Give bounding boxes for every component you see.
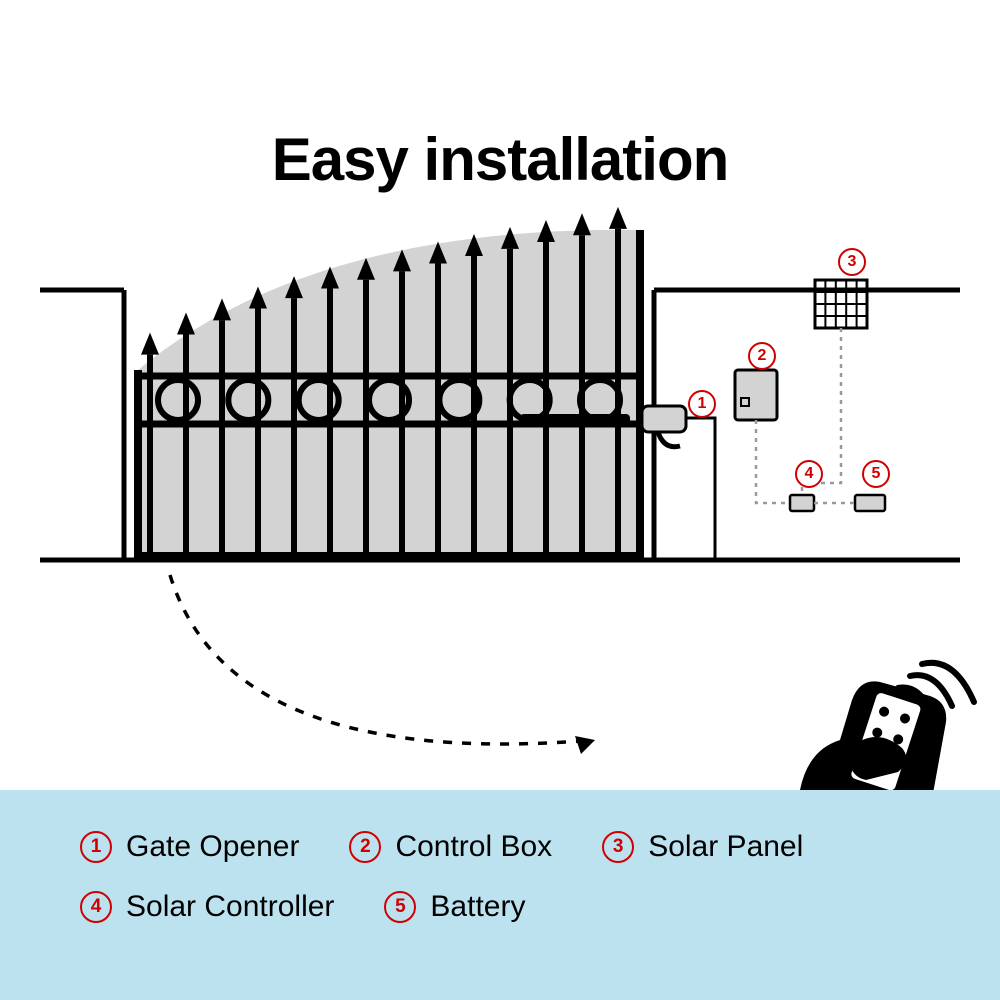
- legend-label: Solar Controller: [126, 890, 334, 924]
- legend-number-icon: 5: [384, 891, 416, 923]
- legend-item: 3 Solar Panel: [602, 830, 803, 864]
- legend-item: 1 Gate Opener: [80, 830, 299, 864]
- legend-label: Battery: [430, 890, 525, 924]
- legend-number-icon: 4: [80, 891, 112, 923]
- callout-5: 5: [862, 460, 890, 488]
- legend-number-icon: 1: [80, 831, 112, 863]
- legend-item: 5 Battery: [384, 890, 525, 924]
- callout-1: 1: [688, 390, 716, 418]
- legend-number-icon: 2: [349, 831, 381, 863]
- callout-4: 4: [795, 460, 823, 488]
- legend-item: 2 Control Box: [349, 830, 552, 864]
- legend-label: Gate Opener: [126, 830, 299, 864]
- legend-number-icon: 3: [602, 831, 634, 863]
- legend-panel: 1 Gate Opener 2 Control Box 3 Solar Panel 4 Sol…: [0, 790, 1000, 1000]
- legend-item: 4 Solar Controller: [80, 890, 334, 924]
- legend-label: Control Box: [395, 830, 552, 864]
- callout-3: 3: [838, 248, 866, 276]
- legend-label: Solar Panel: [648, 830, 803, 864]
- callout-2: 2: [748, 342, 776, 370]
